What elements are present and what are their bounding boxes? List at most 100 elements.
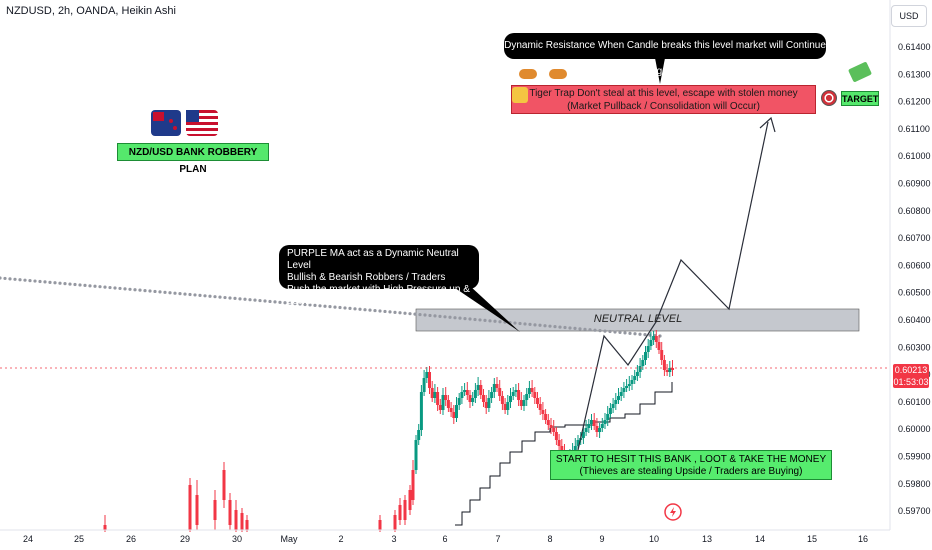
candle-body bbox=[479, 385, 483, 395]
ma-dot bbox=[378, 309, 382, 313]
ma-dot bbox=[388, 310, 392, 314]
candle-body bbox=[492, 384, 496, 392]
ma-dot bbox=[188, 292, 192, 297]
bar-countdown: 01:53:03 bbox=[893, 377, 929, 387]
ma-dot bbox=[613, 330, 617, 334]
tiger-icon bbox=[512, 87, 528, 103]
candle-body bbox=[465, 390, 469, 395]
ma-dot bbox=[63, 282, 67, 286]
candle-body bbox=[436, 392, 440, 405]
purple-ma-line2: Bullish & Bearish Robbers / Traders bbox=[287, 272, 446, 283]
candle-body bbox=[228, 500, 232, 525]
candle-body bbox=[546, 420, 550, 425]
target-label[interactable]: TARGET bbox=[841, 91, 879, 106]
ma-dot bbox=[153, 289, 157, 294]
candle-body bbox=[592, 420, 596, 426]
ma-dot bbox=[473, 317, 477, 322]
price-tick-label: 0.60400 bbox=[898, 315, 931, 325]
purple-ma-line1: PURPLE MA act as a Dynamic Neutral Level bbox=[287, 248, 459, 271]
ma-dot bbox=[593, 328, 597, 332]
ma-dot bbox=[578, 327, 582, 331]
ma-dot bbox=[203, 294, 207, 298]
ma-dot bbox=[493, 319, 497, 323]
us-flag-icon bbox=[186, 110, 218, 136]
ma-dot bbox=[418, 312, 422, 317]
ma-dot bbox=[243, 297, 247, 301]
candle-body bbox=[665, 370, 669, 372]
candle-body bbox=[590, 420, 593, 424]
candle-body bbox=[657, 342, 661, 350]
ma-dot bbox=[318, 304, 322, 308]
candle-body bbox=[476, 385, 480, 390]
ma-dot bbox=[323, 304, 327, 308]
candle-body bbox=[671, 368, 674, 370]
candle-body bbox=[625, 386, 629, 388]
candle-body bbox=[457, 398, 461, 405]
ma-dot bbox=[263, 299, 267, 303]
candle-body bbox=[600, 424, 604, 428]
ma-dot bbox=[533, 323, 537, 327]
ma-dot bbox=[168, 291, 172, 295]
candle-body bbox=[490, 392, 494, 398]
ma-dot bbox=[248, 298, 252, 302]
ma-dot bbox=[563, 325, 567, 330]
ma-dot bbox=[253, 298, 257, 302]
candle-body bbox=[245, 520, 249, 530]
ma-dot bbox=[53, 281, 57, 285]
time-tick-label: 14 bbox=[755, 534, 765, 544]
ma-dot bbox=[0, 276, 2, 280]
ma-dot bbox=[178, 292, 182, 296]
candle-body bbox=[511, 392, 515, 396]
candle-body bbox=[617, 396, 620, 400]
price-tick-label: 0.61200 bbox=[898, 97, 931, 107]
candle-body bbox=[503, 404, 507, 410]
candle-body bbox=[433, 392, 437, 398]
candle-body bbox=[417, 430, 421, 440]
candle-body bbox=[573, 446, 577, 450]
purple-ma-callout[interactable]: PURPLE MA act as a Dynamic Neutral Level… bbox=[279, 245, 479, 307]
price-tick-label: 0.60100 bbox=[898, 397, 931, 407]
price-tick-label: 0.59700 bbox=[898, 506, 931, 516]
candle-body bbox=[552, 428, 556, 432]
candle-body bbox=[638, 366, 642, 372]
ma-dot bbox=[588, 328, 592, 332]
ma-dot bbox=[23, 278, 27, 282]
ma-dot bbox=[458, 316, 462, 320]
plan-title[interactable]: NZD/USD BANK ROBBERY PLAN bbox=[117, 143, 269, 175]
candle-body bbox=[403, 500, 407, 520]
dynamic-resistance-callout[interactable]: Dynamic Resistance When Candle breaks th… bbox=[504, 33, 826, 77]
candle-body bbox=[378, 520, 382, 530]
candle-body bbox=[660, 350, 664, 360]
candle-body bbox=[554, 432, 558, 440]
ma-dot bbox=[228, 296, 232, 300]
tiger-icon-right bbox=[549, 69, 567, 79]
callout-pointer-ma bbox=[455, 286, 520, 332]
tiger-trap-zone[interactable]: Tiger Trap Don't steal at this level, es… bbox=[511, 85, 816, 114]
candle-body bbox=[103, 525, 107, 530]
time-tick-label: 9 bbox=[599, 534, 604, 544]
ma-dot bbox=[433, 314, 437, 318]
entry-zone[interactable]: START TO HESIT THIS BANK , LOOT & TAKE T… bbox=[550, 450, 832, 480]
ma-dot bbox=[218, 295, 222, 299]
ma-dot bbox=[68, 282, 72, 286]
candle-body bbox=[484, 402, 488, 408]
currency-button[interactable]: USD bbox=[891, 5, 927, 27]
target-icon bbox=[821, 90, 837, 106]
candle-body bbox=[509, 396, 512, 402]
candle-body bbox=[560, 446, 564, 452]
tiger-trap-line1: Tiger Trap Don't steal at this level, es… bbox=[529, 88, 798, 99]
ma-dot bbox=[233, 296, 237, 301]
projection-arrowhead bbox=[759, 116, 776, 133]
ma-dot bbox=[108, 285, 112, 290]
ma-dot bbox=[113, 286, 117, 290]
price-tick-label: 0.60600 bbox=[898, 260, 931, 270]
ma-dot bbox=[438, 314, 442, 318]
ma-dot bbox=[293, 302, 297, 306]
ma-dot bbox=[183, 292, 187, 296]
time-tick-label: 16 bbox=[858, 534, 868, 544]
ma-dot bbox=[603, 329, 607, 333]
candle-body bbox=[530, 388, 534, 392]
ma-dot bbox=[528, 322, 532, 326]
ma-dot bbox=[278, 300, 282, 304]
